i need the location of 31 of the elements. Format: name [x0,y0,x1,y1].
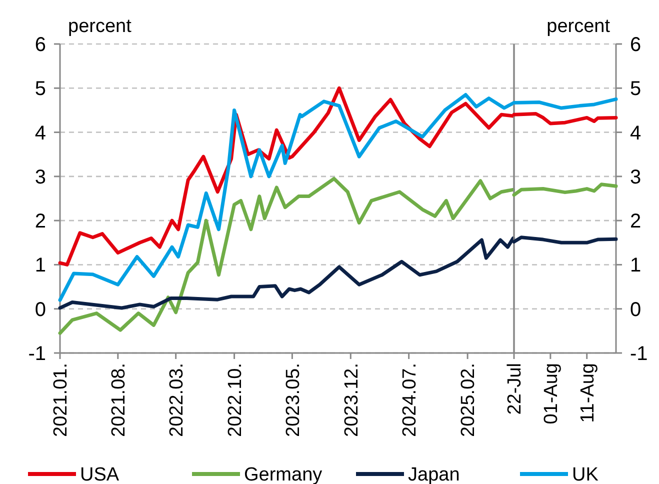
y-tick-label: -1 [28,343,46,365]
x-tick-label: 2023.05. [282,363,304,437]
y-tick-label: 6 [630,34,642,56]
y-tick-label: 1 [630,254,642,277]
y-tick-label: 5 [34,78,46,100]
y-tick-label: -1 [630,343,648,365]
x-tick-label: 11-Aug [578,363,599,423]
x-tick-label: 01-Aug [541,363,562,424]
y-tick-label: 4 [630,122,642,144]
x-tick-label: 2021.01. [50,363,72,437]
y-tick-label: 3 [34,166,46,188]
x-tick-label: 22-Jul [504,363,526,415]
y-tick-label: 0 [34,298,46,321]
x-tick-label: 2023.12. [341,363,362,437]
legend-label: UK [572,464,599,484]
y-axis-title: percent [546,16,611,37]
y-tick-label: 5 [630,78,642,100]
legend-label: USA [80,464,120,484]
x-tick-label: 2025.02. [458,363,480,437]
x-tick-label: 2022.03. [166,363,188,437]
y-tick-label: 0 [630,298,642,321]
x-tick-label: 2022.10. [224,363,246,437]
y-tick-label: 4 [34,122,46,144]
y-tick-label: 6 [34,34,46,56]
y-tick-label: 2 [34,210,46,233]
y-tick-label: 2 [630,210,642,233]
y-axis-title: percent [68,16,132,37]
y-tick-label: 1 [34,254,46,277]
x-tick-label: 2021.08. [108,363,130,437]
x-tick-label: 2024.07. [399,363,420,437]
y-tick-label: 3 [630,166,642,188]
